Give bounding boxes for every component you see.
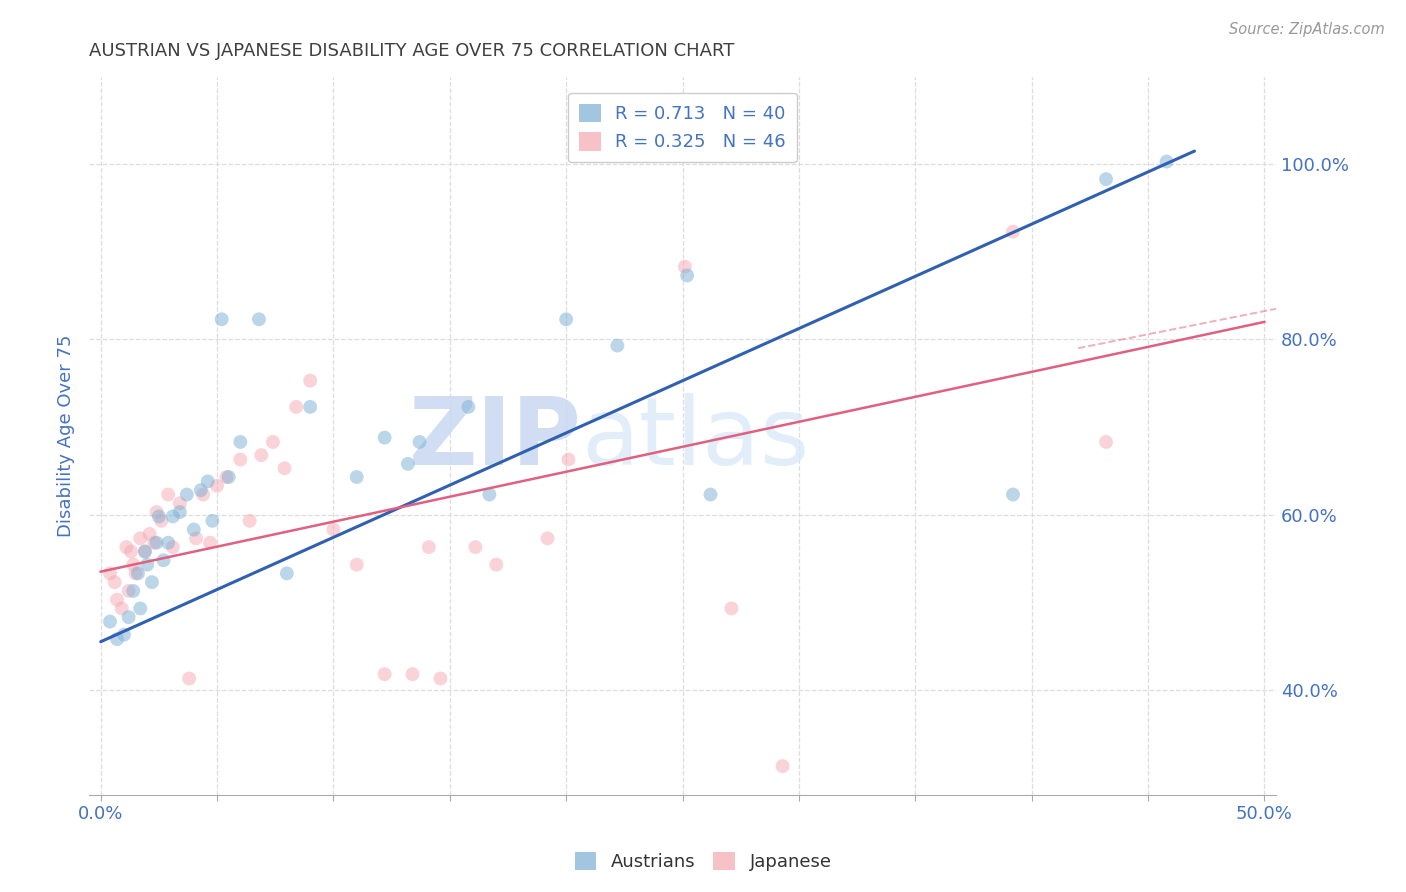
Point (198, 535, 221, 549)
Point (138, 527, 160, 541)
Point (129, 532, 152, 546)
Point (374, 431, 396, 445)
Point (201, 514, 224, 528)
Point (145, 535, 167, 549)
Point (117, 610, 139, 624)
Point (191, 487, 214, 501)
Point (112, 628, 135, 642)
Point (401, 667, 423, 681)
Point (229, 452, 252, 467)
Point (157, 487, 180, 501)
Point (1095, 434, 1118, 449)
Point (141, 575, 163, 590)
Point (169, 505, 191, 519)
Point (676, 268, 699, 283)
Point (211, 312, 233, 326)
Point (299, 400, 322, 414)
Point (1156, 154, 1178, 169)
Point (457, 400, 479, 414)
Point (122, 583, 145, 598)
Point (536, 532, 558, 546)
Point (396, 457, 419, 471)
Point (429, 672, 451, 686)
Legend: R = 0.713   N = 40, R = 0.325   N = 46: R = 0.713 N = 40, R = 0.325 N = 46 (568, 93, 797, 162)
Point (117, 583, 139, 598)
Point (374, 667, 396, 681)
Point (247, 312, 270, 326)
Point (190, 483, 212, 497)
Point (557, 452, 579, 467)
Point (179, 672, 201, 686)
Point (464, 540, 486, 554)
Point (111, 601, 134, 615)
Point (169, 496, 191, 510)
Point (250, 448, 273, 462)
Point (98, 566, 121, 581)
Point (229, 434, 252, 449)
Point (262, 434, 284, 449)
Point (1001, 225, 1024, 239)
Point (184, 532, 207, 546)
Point (104, 575, 127, 590)
Point (215, 470, 238, 484)
Point (162, 540, 184, 554)
Text: AUSTRIAN VS JAPANESE DISABILITY AGE OVER 75 CORRELATION CHART: AUSTRIAN VS JAPANESE DISABILITY AGE OVER… (89, 42, 734, 60)
Point (134, 544, 156, 558)
Point (772, 759, 794, 773)
Point (105, 632, 128, 646)
Point (120, 544, 142, 558)
Point (176, 487, 198, 501)
Point (136, 558, 159, 572)
Point (145, 505, 167, 519)
Point (555, 312, 578, 326)
Point (322, 523, 344, 537)
Point (150, 514, 173, 528)
Point (205, 479, 228, 493)
Point (183, 523, 205, 537)
Point (418, 540, 440, 554)
Text: ZIP: ZIP (409, 393, 582, 485)
Point (606, 338, 628, 352)
Point (299, 374, 322, 388)
Point (98, 615, 121, 629)
Point (346, 558, 368, 572)
Point (127, 566, 149, 581)
Point (157, 535, 180, 549)
Text: atlas: atlas (582, 393, 810, 485)
Point (143, 535, 166, 549)
Point (1001, 487, 1024, 501)
Point (162, 509, 184, 524)
Point (485, 558, 508, 572)
Point (124, 566, 146, 581)
Point (285, 400, 308, 414)
Point (115, 540, 138, 554)
Point (122, 558, 145, 572)
Point (346, 470, 368, 484)
Point (273, 461, 295, 475)
Point (699, 487, 721, 501)
Point (408, 434, 430, 449)
Point (276, 566, 298, 581)
Point (152, 553, 174, 567)
Legend: Austrians, Japanese: Austrians, Japanese (568, 845, 838, 879)
Point (148, 509, 170, 524)
Point (134, 544, 156, 558)
Point (720, 601, 742, 615)
Point (218, 470, 240, 484)
Point (239, 514, 262, 528)
Point (129, 601, 152, 615)
Y-axis label: Disability Age Over 75: Disability Age Over 75 (58, 334, 75, 537)
Point (673, 260, 696, 274)
Point (478, 487, 501, 501)
Point (197, 475, 219, 489)
Text: Source: ZipAtlas.com: Source: ZipAtlas.com (1229, 22, 1385, 37)
Point (1095, 172, 1118, 186)
Point (105, 592, 128, 607)
